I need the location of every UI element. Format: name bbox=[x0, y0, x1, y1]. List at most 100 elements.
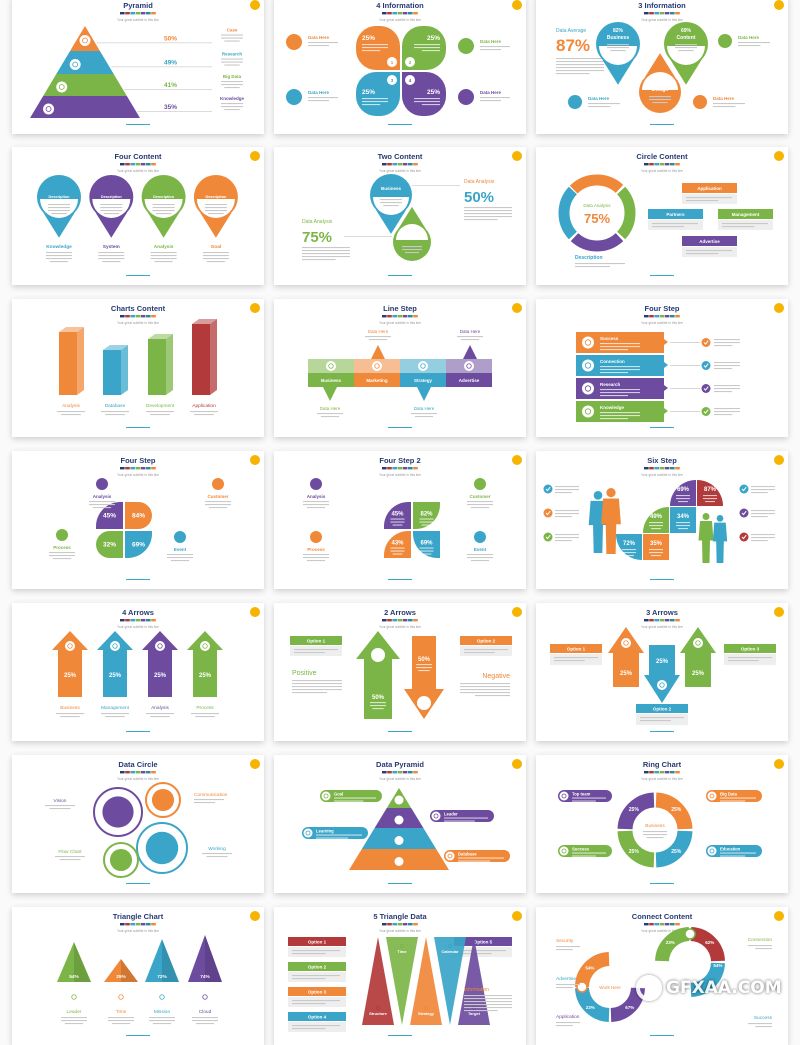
placeholder-text-line bbox=[458, 950, 506, 952]
option-label: Option 4 bbox=[308, 1015, 327, 1020]
slide-thumbnail[interactable]: Pyramid Your great subtitle in this line 5… bbox=[12, 0, 264, 134]
box-label: Partners bbox=[666, 212, 685, 217]
glyph-icon bbox=[697, 99, 703, 105]
pin-label: Description bbox=[153, 195, 175, 199]
color-strip-swatch bbox=[659, 163, 665, 166]
triangle bbox=[104, 959, 138, 982]
slide-thumbnail[interactable]: Data Circle Your great subtitle in this l… bbox=[12, 755, 264, 893]
placeholder-text-line bbox=[46, 252, 72, 254]
step-value: 49% bbox=[650, 514, 663, 520]
placeholder-text-line bbox=[649, 522, 663, 524]
pin-tip bbox=[200, 212, 232, 238]
option-label: Option 1 bbox=[308, 940, 327, 945]
placeholder-text-line bbox=[460, 692, 510, 694]
color-strip-swatch bbox=[120, 315, 125, 318]
slide-thumbnail[interactable]: Triangle Chart Your great subtitle in thi… bbox=[12, 907, 264, 1045]
check-mark-icon bbox=[741, 534, 747, 540]
ring-value: 67% bbox=[625, 1005, 634, 1010]
glyph-icon bbox=[118, 994, 124, 1000]
slide-thumbnail[interactable]: 3 Information Your great subtitle in this… bbox=[536, 0, 788, 134]
glyph-icon bbox=[112, 643, 118, 649]
slide-thumbnail[interactable]: Ring Chart Your great subtitle in this li… bbox=[536, 755, 788, 893]
slide-subtitle: Your great subtitle in this line bbox=[117, 169, 159, 173]
placeholder-text-line bbox=[294, 652, 325, 654]
slide-thumbnail[interactable]: Connect Content Your great subtitle in th… bbox=[536, 907, 788, 1045]
slide-subtitle: Your great subtitle in this line bbox=[641, 169, 683, 173]
glyph-icon bbox=[722, 38, 728, 44]
slide-thumbnail[interactable]: 4 Information Your great subtitle in this… bbox=[274, 0, 526, 134]
slide-thumbnail[interactable]: Line Step Your great subtitle in this lin… bbox=[274, 299, 526, 437]
slide-thumbnail[interactable]: Six Step Your great subtitle in this line… bbox=[536, 451, 788, 589]
placeholder-text-line bbox=[192, 1017, 218, 1019]
slide-thumbnail[interactable]: Charts Content Your great subtitle in thi… bbox=[12, 299, 264, 437]
label-box bbox=[682, 183, 737, 193]
placeholder-text-line bbox=[457, 336, 483, 338]
placeholder-text-line bbox=[61, 1017, 87, 1019]
placeholder-text-line bbox=[751, 492, 768, 494]
placeholder-text-line bbox=[334, 800, 364, 802]
item-label: Research bbox=[222, 52, 243, 57]
placeholder-text-line bbox=[649, 549, 663, 551]
placeholder-text-line bbox=[414, 101, 440, 103]
person-head bbox=[702, 513, 710, 520]
placeholder-text-line bbox=[720, 797, 756, 799]
negative-label: Negative bbox=[482, 673, 510, 680]
placeholder-text-line bbox=[556, 1022, 580, 1024]
placeholder-text-line bbox=[600, 346, 640, 348]
slide-thumbnail[interactable]: 5 Triangle Data Your great subtitle in th… bbox=[274, 907, 526, 1045]
slide-thumbnail[interactable]: 3 Arrows Your great subtitle in this line… bbox=[536, 603, 788, 741]
placeholder-text-line bbox=[292, 692, 327, 694]
color-strip-swatch bbox=[397, 315, 403, 318]
placeholder-text-line bbox=[458, 860, 491, 862]
color-strip-swatch bbox=[659, 619, 665, 622]
placeholder-text-line bbox=[556, 987, 573, 989]
glyph-icon bbox=[313, 481, 319, 487]
slide-thumbnail[interactable]: Circle Content Your great subtitle in thi… bbox=[536, 147, 788, 285]
glyph-icon bbox=[114, 808, 122, 816]
slide-thumbnail[interactable]: Four Step Your great subtitle in this lin… bbox=[12, 451, 264, 589]
negative-arrow bbox=[404, 636, 444, 719]
placeholder-text-line bbox=[292, 953, 326, 955]
placeholder-text-line bbox=[224, 87, 240, 89]
connect-label: Success bbox=[754, 1015, 773, 1021]
placeholder-text-line bbox=[460, 689, 510, 691]
bar-top bbox=[148, 334, 173, 339]
slide-thumbnail[interactable]: Four Step 2 Your great subtitle in this l… bbox=[274, 451, 526, 589]
icon-badge bbox=[155, 641, 165, 651]
slide-canvas: Triangle Chart Your great subtitle in thi… bbox=[57, 911, 260, 1036]
check-icon bbox=[701, 361, 711, 370]
placeholder-text-line bbox=[714, 345, 733, 347]
placeholder-text-line bbox=[467, 554, 493, 556]
placeholder-text-line bbox=[475, 695, 510, 697]
callout-pointer bbox=[463, 345, 477, 359]
slide-thumbnail[interactable]: Four Step Your great subtitle in this lin… bbox=[536, 299, 788, 437]
icon-badge bbox=[461, 92, 471, 102]
icon-badge bbox=[98, 480, 106, 488]
triangle bbox=[386, 937, 418, 1025]
pyramid-level bbox=[43, 74, 127, 96]
petal-value: 25% bbox=[427, 35, 440, 42]
slide-subtitle: Your great subtitle in this line bbox=[117, 18, 159, 22]
placeholder-text-line bbox=[467, 501, 493, 503]
placeholder-text-line bbox=[751, 534, 775, 536]
placeholder-text-line bbox=[720, 852, 756, 854]
triangle-label: Target bbox=[468, 1011, 481, 1016]
leader-pill-label: Leader bbox=[444, 812, 458, 817]
color-strip-swatch bbox=[151, 619, 156, 622]
placeholder-text-line bbox=[372, 708, 384, 710]
placeholder-text-line bbox=[59, 859, 81, 861]
check-mark-icon bbox=[703, 363, 709, 368]
slide-thumbnail[interactable]: Four Content Your great subtitle in this … bbox=[12, 147, 264, 285]
slide-thumbnail[interactable]: 2 Arrows Your great subtitle in this line… bbox=[274, 603, 526, 741]
slide-thumbnail[interactable]: Two Content Your great subtitle in this l… bbox=[274, 147, 526, 285]
color-strip-swatch bbox=[670, 163, 675, 166]
placeholder-text-line bbox=[292, 1028, 326, 1030]
connect-label: Connection bbox=[748, 937, 773, 943]
slide-thumbnail[interactable]: 4 Arrows Your great subtitle in this line… bbox=[12, 603, 264, 741]
quadrant-value: 45% bbox=[391, 512, 404, 518]
bar-top bbox=[192, 319, 217, 324]
analysis-value: 75% bbox=[302, 229, 332, 246]
pin-content-tip bbox=[670, 59, 702, 85]
color-strip-swatch bbox=[130, 163, 135, 166]
slide-thumbnail[interactable]: Data Pyramid Your great subtitle in this … bbox=[274, 755, 526, 893]
